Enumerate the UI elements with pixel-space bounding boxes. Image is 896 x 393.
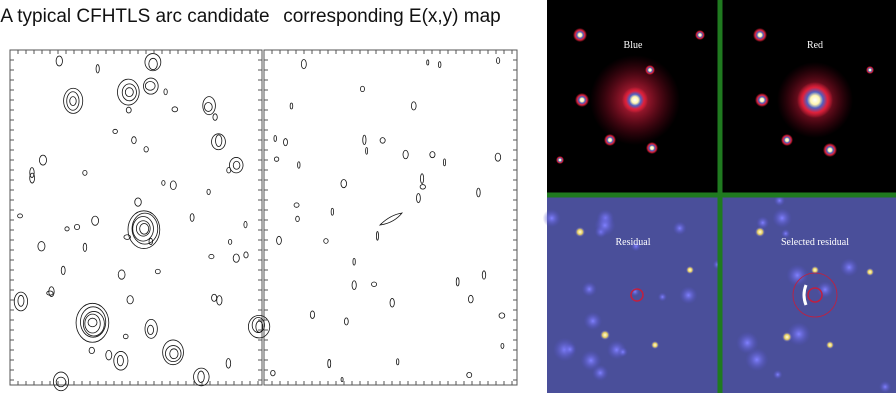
- blob: [772, 208, 792, 228]
- star: [573, 28, 587, 42]
- blob: [736, 332, 759, 355]
- blob: [756, 216, 769, 229]
- figure: A typical CFHTLS arc candidate correspon…: [0, 0, 896, 393]
- star: [781, 134, 793, 146]
- blob: [564, 343, 576, 355]
- star: [622, 87, 648, 113]
- star: [753, 28, 767, 42]
- star: [782, 332, 792, 342]
- quadrant-label: Selected residual: [781, 237, 849, 248]
- star: [826, 341, 834, 349]
- blob: [658, 292, 667, 301]
- blob: [673, 221, 687, 235]
- star: [556, 156, 564, 164]
- star: [823, 143, 837, 157]
- blob: [679, 286, 697, 304]
- star: [866, 268, 874, 276]
- star: [686, 266, 694, 274]
- blob: [773, 370, 783, 380]
- star: [575, 227, 585, 237]
- blob: [879, 381, 891, 393]
- star: [645, 65, 655, 75]
- star: [651, 341, 659, 349]
- blob: [840, 258, 859, 277]
- quadrant-label: Residual: [616, 237, 651, 248]
- panel-title: corresponding E(x,y) map: [283, 6, 501, 27]
- blob: [594, 215, 615, 236]
- quadrant-label: Blue: [624, 40, 643, 51]
- blob: [584, 312, 602, 330]
- map-panel: [264, 50, 517, 385]
- star: [755, 227, 765, 237]
- star: [695, 30, 705, 40]
- quadrant-label: Red: [807, 40, 823, 51]
- star: [575, 93, 589, 107]
- star: [866, 66, 874, 74]
- star: [646, 142, 658, 154]
- star: [797, 82, 833, 118]
- star: [604, 134, 616, 146]
- panel-title: A typical CFHTLS arc candidate: [0, 6, 269, 27]
- blob: [543, 209, 561, 227]
- blob: [582, 282, 597, 297]
- blob: [618, 347, 628, 357]
- star: [600, 330, 610, 340]
- blob: [580, 350, 601, 371]
- star: [755, 93, 769, 107]
